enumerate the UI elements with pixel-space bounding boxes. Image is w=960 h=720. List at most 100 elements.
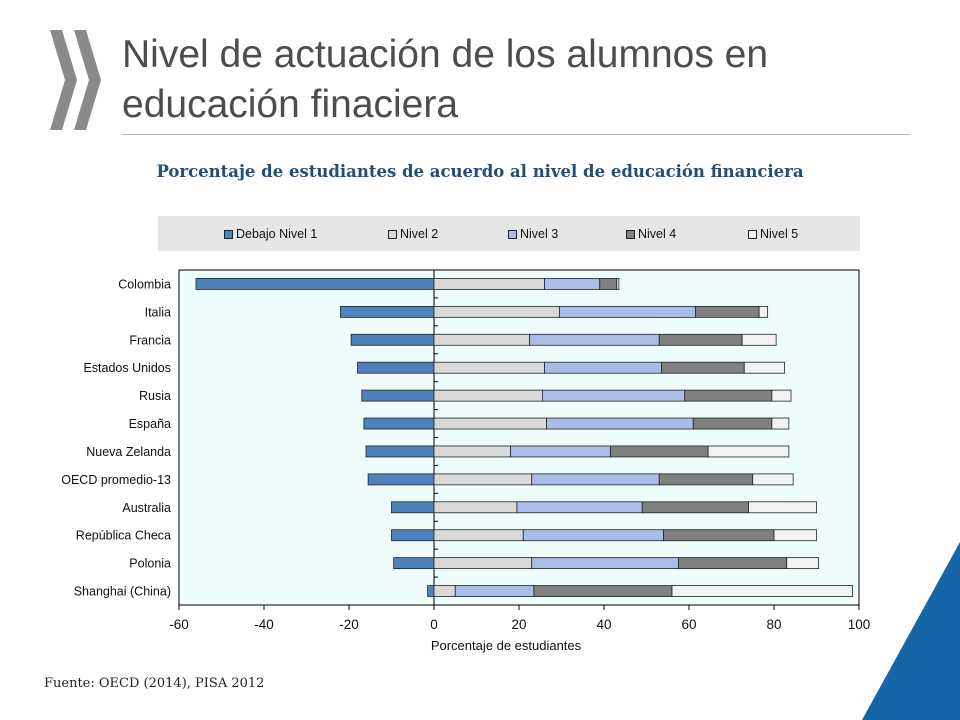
bar-segment bbox=[658, 473, 754, 486]
bar-segment bbox=[541, 389, 686, 402]
legend-swatch bbox=[508, 229, 517, 239]
legend-swatch bbox=[748, 229, 757, 239]
category-label: República Checa bbox=[76, 529, 171, 543]
bar-segment bbox=[361, 389, 435, 402]
bar-segment bbox=[433, 333, 531, 346]
x-tick-label: -40 bbox=[254, 617, 274, 632]
x-tick-label: -60 bbox=[169, 617, 189, 632]
bar-segment bbox=[522, 529, 664, 542]
bar-segment bbox=[773, 529, 817, 542]
category-label: Francia bbox=[129, 333, 171, 347]
bar-segment bbox=[752, 473, 794, 486]
legend-item: Nivel 4 bbox=[626, 227, 676, 241]
bar-segment bbox=[433, 529, 524, 542]
legend-label: Nivel 4 bbox=[638, 227, 677, 241]
x-tick-label: 80 bbox=[766, 617, 781, 632]
oecd-logo-icon bbox=[50, 30, 101, 130]
bar-segment bbox=[433, 361, 545, 374]
bar-segment bbox=[616, 278, 620, 290]
chart-legend: Debajo Nivel 1 Nivel 2 Nivel 3 Nivel 4 Nivel… bbox=[158, 216, 860, 251]
bar-segment bbox=[663, 529, 775, 542]
bar-segment bbox=[544, 278, 601, 290]
bar-segment bbox=[546, 417, 694, 430]
bar-segment bbox=[599, 278, 618, 290]
legend-label: Nivel 2 bbox=[400, 227, 439, 241]
legend-item: Nivel 5 bbox=[748, 227, 798, 241]
category-label: Nueva Zelanda bbox=[86, 445, 171, 459]
bar-segment bbox=[707, 445, 790, 458]
category-label: OECD promedio-13 bbox=[61, 473, 171, 487]
bar-segment bbox=[692, 417, 773, 430]
category-label: Rusia bbox=[139, 389, 171, 403]
bar-segment bbox=[433, 417, 548, 430]
bar-segment bbox=[531, 473, 660, 486]
bar-segment bbox=[544, 361, 662, 374]
bar-segment bbox=[786, 557, 820, 570]
bar-segment bbox=[748, 501, 817, 514]
bar-segment bbox=[641, 501, 749, 514]
bar-segment bbox=[433, 389, 543, 402]
bar-segment bbox=[454, 585, 535, 597]
x-axis-label: Porcentaje de estudiantes bbox=[431, 638, 582, 653]
x-tick-label: 40 bbox=[596, 617, 611, 632]
bar-segment bbox=[658, 333, 743, 346]
category-label: Australia bbox=[122, 501, 171, 515]
chart-subtitle: Porcentaje de estudiantes de acuerdo al … bbox=[156, 162, 804, 181]
legend-label: Nivel 5 bbox=[760, 227, 799, 241]
bar-segment bbox=[433, 305, 560, 318]
bar-segment bbox=[340, 305, 435, 318]
bar-segment bbox=[433, 473, 533, 486]
x-tick-label: 0 bbox=[430, 617, 438, 632]
bar-segment bbox=[363, 417, 435, 430]
bar-segment bbox=[677, 557, 788, 570]
legend-swatch bbox=[626, 229, 635, 239]
bar-segment bbox=[533, 585, 673, 597]
legend-label: Debajo Nivel 1 bbox=[236, 227, 318, 241]
bar-segment bbox=[609, 445, 709, 458]
bar-segment bbox=[350, 333, 435, 346]
legend-swatch bbox=[224, 229, 233, 239]
category-label: Polonia bbox=[129, 557, 171, 571]
bar-segment bbox=[671, 585, 854, 597]
legend-item: Debajo Nivel 1 bbox=[224, 227, 317, 241]
bar-segment bbox=[684, 389, 773, 402]
bar-segment bbox=[391, 501, 435, 514]
category-label: Shanghai (China) bbox=[74, 585, 171, 599]
bar-segment bbox=[433, 278, 545, 290]
bar-segment bbox=[195, 278, 435, 290]
bar-segment bbox=[758, 305, 769, 318]
x-tick-label: 20 bbox=[511, 617, 526, 632]
bar-segment bbox=[558, 305, 696, 318]
bar-segment bbox=[741, 333, 777, 346]
source-note: Fuente: OECD (2014), PISA 2012 bbox=[44, 676, 265, 691]
x-tick-label: 100 bbox=[848, 617, 871, 632]
bar-segment bbox=[531, 557, 679, 570]
page-title: Nivel de actuación de los alumnos en edu… bbox=[122, 33, 769, 126]
category-label: Italia bbox=[145, 305, 171, 319]
title-divider bbox=[122, 134, 910, 135]
category-label: España bbox=[129, 417, 171, 431]
bar-segment bbox=[771, 417, 790, 430]
bar-segment bbox=[433, 585, 456, 597]
bar-segment bbox=[510, 445, 611, 458]
bar-segment bbox=[529, 333, 660, 346]
legend-label: Nivel 3 bbox=[520, 227, 559, 241]
bar-segment bbox=[433, 445, 511, 458]
x-tick-label: 60 bbox=[681, 617, 696, 632]
x-tick-label: -20 bbox=[339, 617, 359, 632]
bar-segment bbox=[367, 473, 435, 486]
bar-segment bbox=[771, 389, 792, 402]
bar-segment bbox=[694, 305, 760, 318]
legend-item: Nivel 3 bbox=[508, 227, 558, 241]
plot-area bbox=[178, 269, 860, 606]
bar-segment bbox=[365, 445, 435, 458]
bar-segment bbox=[743, 361, 786, 374]
bar-segment bbox=[516, 501, 643, 514]
category-label: Colombia bbox=[118, 277, 171, 291]
legend-item: Nivel 2 bbox=[388, 227, 438, 241]
bar-segment bbox=[427, 585, 435, 597]
bar-segment bbox=[391, 529, 435, 542]
bar-segment bbox=[660, 361, 745, 374]
bar-segment bbox=[393, 557, 435, 570]
